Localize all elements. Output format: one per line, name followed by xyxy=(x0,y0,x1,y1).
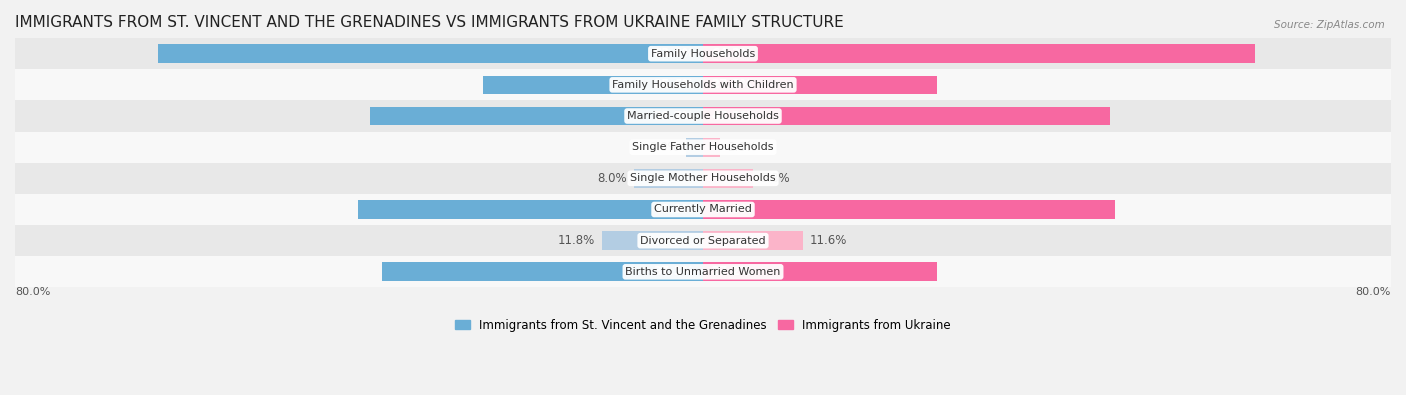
Text: 63.4%: 63.4% xyxy=(654,47,695,60)
Bar xyxy=(370,107,703,125)
Bar xyxy=(703,169,752,188)
Text: 25.6%: 25.6% xyxy=(654,78,695,91)
Text: Family Households with Children: Family Households with Children xyxy=(612,80,794,90)
Bar xyxy=(703,75,936,94)
Bar xyxy=(482,75,703,94)
Bar xyxy=(703,200,1115,219)
Text: 64.2%: 64.2% xyxy=(711,47,752,60)
Text: 27.2%: 27.2% xyxy=(711,78,752,91)
Bar xyxy=(157,44,703,63)
Bar xyxy=(359,200,703,219)
Bar xyxy=(15,132,1391,163)
Text: 47.3%: 47.3% xyxy=(711,109,752,122)
Text: 80.0%: 80.0% xyxy=(15,288,51,297)
Bar xyxy=(703,44,1256,63)
Text: Married-couple Households: Married-couple Households xyxy=(627,111,779,121)
Text: 5.8%: 5.8% xyxy=(759,172,789,185)
Bar xyxy=(15,225,1391,256)
Text: 8.0%: 8.0% xyxy=(598,172,627,185)
Text: 37.3%: 37.3% xyxy=(654,265,695,278)
Text: Single Father Households: Single Father Households xyxy=(633,142,773,152)
Text: Currently Married: Currently Married xyxy=(654,205,752,214)
Bar xyxy=(382,262,703,281)
Bar xyxy=(634,169,703,188)
Text: 40.1%: 40.1% xyxy=(654,203,695,216)
Text: 27.2%: 27.2% xyxy=(711,265,752,278)
Text: Source: ZipAtlas.com: Source: ZipAtlas.com xyxy=(1274,20,1385,30)
Bar xyxy=(703,138,720,156)
Bar xyxy=(703,107,1109,125)
Text: 47.9%: 47.9% xyxy=(711,203,752,216)
Bar xyxy=(15,100,1391,132)
Text: 11.8%: 11.8% xyxy=(557,234,595,247)
Bar xyxy=(602,231,703,250)
Text: Births to Unmarried Women: Births to Unmarried Women xyxy=(626,267,780,277)
Bar xyxy=(15,69,1391,100)
Text: 11.6%: 11.6% xyxy=(810,234,846,247)
Bar xyxy=(686,138,703,156)
Text: Divorced or Separated: Divorced or Separated xyxy=(640,236,766,246)
Text: 2.0%: 2.0% xyxy=(650,141,679,154)
Legend: Immigrants from St. Vincent and the Grenadines, Immigrants from Ukraine: Immigrants from St. Vincent and the Gren… xyxy=(451,314,955,336)
Text: IMMIGRANTS FROM ST. VINCENT AND THE GRENADINES VS IMMIGRANTS FROM UKRAINE FAMILY: IMMIGRANTS FROM ST. VINCENT AND THE GREN… xyxy=(15,15,844,30)
Bar xyxy=(15,256,1391,288)
Bar xyxy=(15,194,1391,225)
Text: 80.0%: 80.0% xyxy=(1355,288,1391,297)
Text: Family Households: Family Households xyxy=(651,49,755,59)
Bar xyxy=(703,262,936,281)
Bar xyxy=(15,38,1391,69)
Text: 38.7%: 38.7% xyxy=(654,109,695,122)
Text: Single Mother Households: Single Mother Households xyxy=(630,173,776,183)
Bar xyxy=(15,163,1391,194)
Text: 2.0%: 2.0% xyxy=(727,141,756,154)
Bar xyxy=(703,231,803,250)
